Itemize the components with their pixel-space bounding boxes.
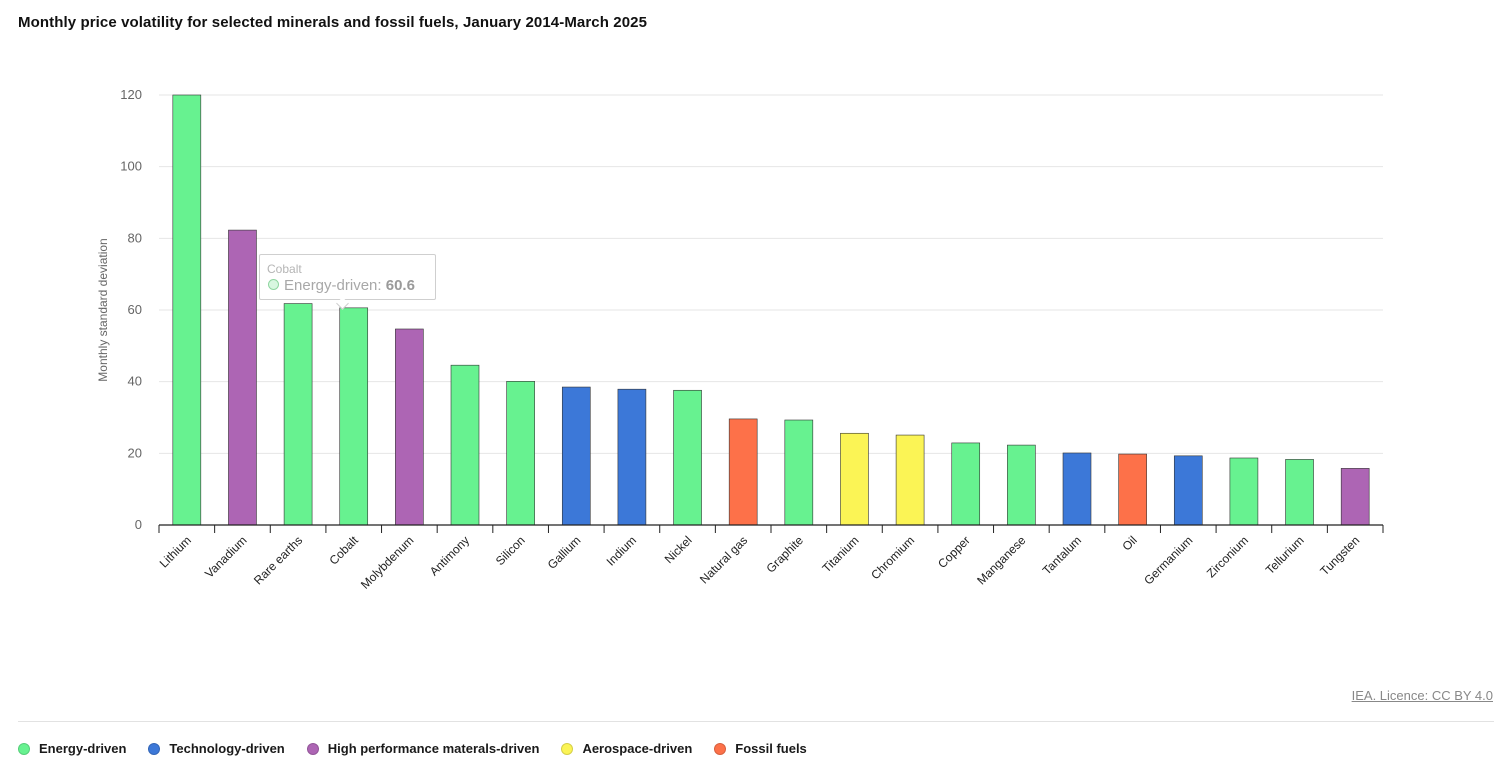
- x-tick-label: Tantalum: [1040, 533, 1084, 577]
- y-tick-label: 60: [128, 302, 142, 317]
- x-tick-label: Antimony: [427, 533, 472, 578]
- x-tick-label: Oil: [1119, 533, 1139, 553]
- tooltip-value: 60.6: [385, 277, 415, 294]
- bar-cobalt[interactable]: [339, 307, 369, 526]
- bar-rare-earths[interactable]: [283, 303, 313, 526]
- x-tick-label: Molybdenum: [358, 533, 416, 591]
- x-tick-label: Nickel: [662, 533, 695, 566]
- x-tick-label: Cobalt: [326, 533, 361, 568]
- x-tick-label: Natural gas: [697, 533, 750, 586]
- chart-title: Monthly price volatility for selected mi…: [18, 14, 648, 31]
- x-axis-labels: Lithium Vanadium Rare earths CobaltMolybden…: [157, 533, 1363, 592]
- gridlines: [159, 94, 1383, 454]
- tooltip-series-name: Energy-driven: [284, 277, 378, 294]
- legend-label: Fossil fuels: [735, 741, 807, 756]
- tooltip-separator: :: [377, 277, 386, 294]
- bar-indium[interactable]: [617, 388, 647, 526]
- bar-silicon[interactable]: [506, 381, 535, 526]
- tooltip-series-dot-icon: [268, 279, 279, 290]
- x-axis: [158, 524, 1384, 533]
- bar-chromium[interactable]: [895, 434, 925, 526]
- x-tick-label: Manganese: [974, 533, 1028, 587]
- x-tick-label: Gallium: [545, 533, 584, 572]
- credit-link[interactable]: IEA. Licence: CC BY 4.0: [1351, 688, 1493, 703]
- x-tick-label: Copper: [935, 533, 973, 571]
- y-tick-label: 80: [128, 230, 142, 245]
- bar-titanium[interactable]: [840, 432, 869, 526]
- legend-item[interactable]: High performance materals-driven: [306, 741, 540, 756]
- bar-graphite[interactable]: [784, 419, 814, 526]
- data-tooltip: Cobalt Energy-driven: 60.6: [259, 254, 436, 310]
- bar-lithium[interactable]: [172, 94, 202, 526]
- x-tick-label: Zirconium: [1204, 533, 1251, 580]
- y-tick-label: 120: [120, 87, 142, 102]
- bar-natural-gas[interactable]: [728, 418, 758, 526]
- x-tick-label: Lithium: [157, 533, 194, 570]
- bar-tellurium[interactable]: [1285, 459, 1314, 526]
- tooltip-title: Cobalt: [267, 262, 302, 276]
- legend-label: High performance materals-driven: [327, 741, 540, 756]
- x-tick-label: Rare earths: [251, 533, 305, 587]
- legend-swatch-icon: [18, 742, 30, 755]
- legend-item[interactable]: Technology-driven: [148, 741, 285, 756]
- legend-label: Aerospace-driven: [582, 741, 693, 756]
- bar-nickel[interactable]: [673, 389, 702, 526]
- x-tick-label: Graphite: [763, 533, 806, 576]
- bar-copper[interactable]: [951, 442, 981, 526]
- legend-swatch-icon: [306, 742, 319, 755]
- y-tick-label: 100: [120, 159, 142, 174]
- x-tick-label: Titanium: [819, 533, 861, 575]
- x-tick-label: Tungsten: [1317, 533, 1362, 578]
- bar-molybdenum[interactable]: [395, 328, 424, 526]
- bar-oil[interactable]: [1118, 453, 1147, 526]
- y-axis-labels: 0 20 40 60 80 100 120: [120, 87, 142, 532]
- x-tick-label: Vanadium: [202, 533, 249, 580]
- x-tick-label: Indium: [604, 533, 639, 568]
- bar-manganese[interactable]: [1007, 444, 1036, 526]
- legend-swatch-icon: [714, 742, 727, 755]
- tooltip-label: Energy-driven: 60.6: [284, 277, 415, 294]
- bar-tantalum[interactable]: [1062, 452, 1092, 526]
- legend-label: Energy-driven: [39, 741, 127, 756]
- y-axis-title: Monthly standard deviation: [96, 238, 110, 381]
- bar-gallium[interactable]: [561, 386, 591, 526]
- y-tick-label: 0: [135, 517, 142, 532]
- legend-item[interactable]: Fossil fuels: [714, 741, 807, 756]
- chart-legend: Energy-driven Technology-driven High perfo…: [18, 741, 829, 756]
- legend-item[interactable]: Energy-driven: [18, 741, 126, 756]
- bars: [172, 94, 1370, 526]
- x-tick-label: Germanium: [1141, 533, 1195, 587]
- x-tick-label: Tellurium: [1263, 533, 1307, 577]
- x-tick-label: Silicon: [493, 533, 528, 568]
- bar-germanium[interactable]: [1173, 455, 1203, 526]
- legend-swatch-icon: [561, 742, 574, 755]
- bar-antimony[interactable]: [450, 364, 480, 526]
- y-tick-label: 40: [128, 374, 142, 389]
- legend-swatch-icon: [148, 742, 161, 755]
- bar-zirconium[interactable]: [1229, 457, 1259, 526]
- legend-item[interactable]: Aerospace-driven: [561, 741, 692, 756]
- x-tick-label: Chromium: [868, 533, 917, 582]
- y-tick-label: 20: [128, 445, 142, 460]
- bar-vanadium[interactable]: [228, 229, 257, 526]
- bar-tungsten[interactable]: [1340, 468, 1370, 526]
- legend-label: Technology-driven: [169, 741, 285, 756]
- bar-chart-plot: 0 20 40 60 80 100 120 Lithium Vanadium Rare eart…: [96, 87, 1384, 592]
- legend-divider: [18, 721, 1494, 722]
